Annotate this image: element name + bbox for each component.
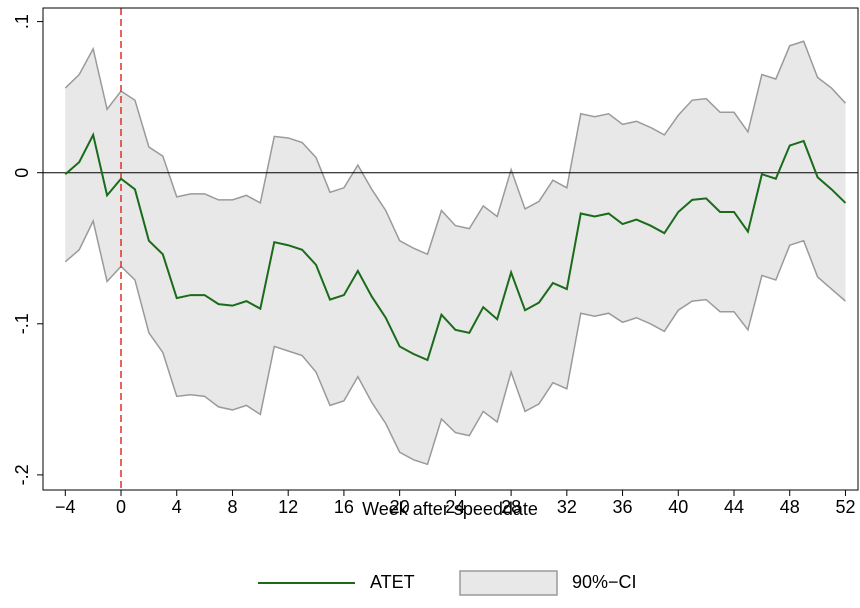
x-tick-label: 40 <box>668 497 688 517</box>
x-tick-label: 0 <box>116 497 126 517</box>
x-tick-label: 8 <box>227 497 237 517</box>
legend-label: ATET <box>370 572 415 592</box>
x-tick-label: 52 <box>835 497 855 517</box>
y-tick-label: -.1 <box>12 313 32 334</box>
ci-band <box>65 41 846 465</box>
legend-swatch <box>459 570 558 596</box>
ci-lower <box>64 218 846 466</box>
y-tick-label: 0 <box>12 168 32 178</box>
x-tick-label: 24 <box>445 497 465 517</box>
x-tick-label: 32 <box>557 497 577 517</box>
y-tick-label: .1 <box>12 14 32 29</box>
x-tick-label: 12 <box>278 497 298 517</box>
x-tick-label: 16 <box>334 497 354 517</box>
atet-line <box>64 132 847 362</box>
x-tick-label: −4 <box>55 497 76 517</box>
x-tick-label: 28 <box>501 497 521 517</box>
x-tick-label: 36 <box>613 497 633 517</box>
x-tick-label: 44 <box>724 497 744 517</box>
x-tick-label: 48 <box>780 497 800 517</box>
ci-upper <box>64 40 847 256</box>
x-tick-label: 4 <box>172 497 182 517</box>
y-tick-label: -.2 <box>12 464 32 485</box>
plot-frame <box>42 7 859 491</box>
x-axis-label: Week after speeddate <box>362 499 538 519</box>
x-tick-label: 20 <box>390 497 410 517</box>
legend-label: 90%−CI <box>572 572 637 592</box>
